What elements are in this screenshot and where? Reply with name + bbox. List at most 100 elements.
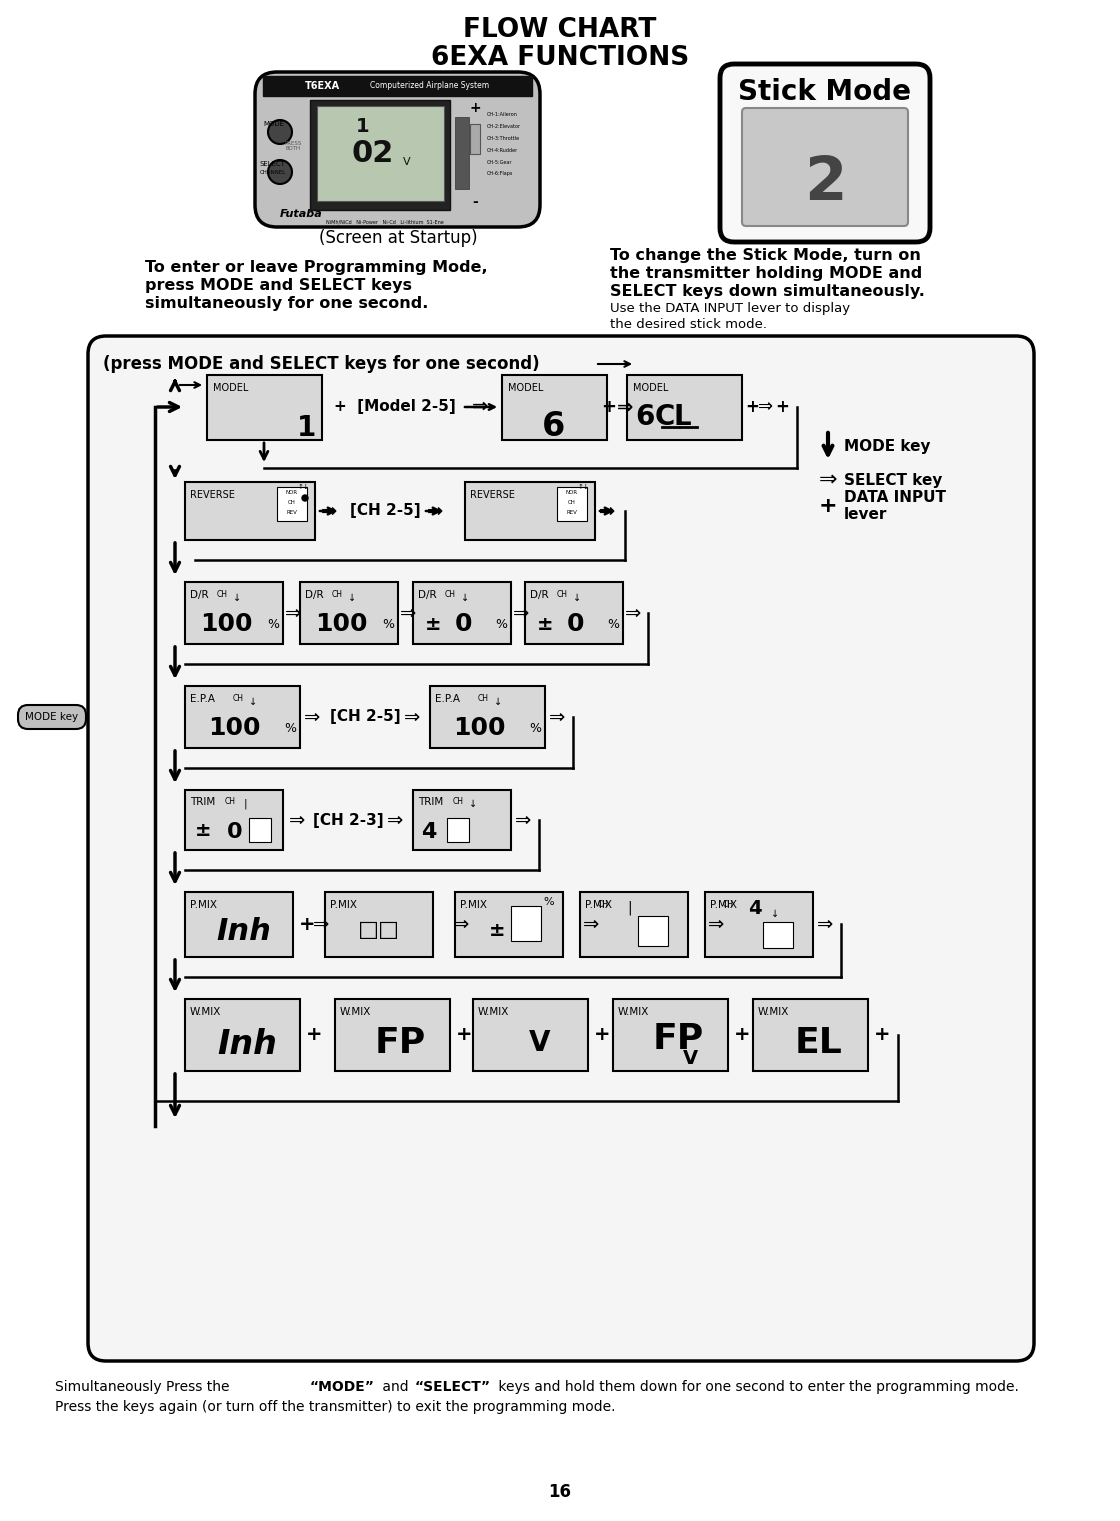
Text: the desired stick mode.: the desired stick mode. <box>610 318 767 332</box>
Text: Inh: Inh <box>217 1028 277 1062</box>
Text: ⇒: ⇒ <box>515 811 531 829</box>
Text: [CH 2-5]: [CH 2-5] <box>329 709 400 724</box>
Text: V: V <box>530 1030 551 1057</box>
Text: %: % <box>543 897 554 907</box>
Text: ⇒: ⇒ <box>427 502 444 520</box>
Text: MODE: MODE <box>263 122 284 126</box>
Text: 0: 0 <box>455 611 472 636</box>
Text: CH-2:Elevator: CH-2:Elevator <box>487 123 521 128</box>
Text: ⇒: ⇒ <box>582 914 599 934</box>
FancyBboxPatch shape <box>18 706 86 729</box>
Text: 02: 02 <box>352 140 394 169</box>
Bar <box>335 999 450 1071</box>
Text: the transmitter holding MODE and: the transmitter holding MODE and <box>610 266 922 281</box>
Text: Futaba: Futaba <box>280 208 323 219</box>
Text: V: V <box>682 1049 698 1068</box>
Text: 100: 100 <box>199 611 252 636</box>
Text: ⇒: ⇒ <box>320 502 337 520</box>
Text: Simultaneously Press the: Simultaneously Press the <box>55 1380 234 1395</box>
Text: ±: ± <box>195 820 212 840</box>
Text: 6: 6 <box>542 409 566 443</box>
Text: ⇒: ⇒ <box>404 707 420 727</box>
Bar <box>185 789 283 850</box>
Text: Press the keys again (or turn off the transmitter) to exit the programming mode.: Press the keys again (or turn off the tr… <box>55 1399 616 1415</box>
Text: +: + <box>306 1025 323 1045</box>
Text: keys and hold them down for one second to enter the programming mode.: keys and hold them down for one second t… <box>494 1380 1019 1395</box>
Text: MODEL: MODEL <box>633 383 669 392</box>
Text: DATA INPUT
lever: DATA INPUT lever <box>844 490 946 522</box>
Bar <box>317 106 444 201</box>
Text: [CH 2-5]: [CH 2-5] <box>349 503 420 519</box>
Text: 4: 4 <box>421 821 437 843</box>
Text: +: + <box>874 1025 890 1045</box>
Text: D/R: D/R <box>190 590 208 599</box>
Text: MODE key: MODE key <box>844 438 931 453</box>
Text: ⇒: ⇒ <box>386 811 403 829</box>
Text: ↑↓: ↑↓ <box>297 484 309 490</box>
Text: PRESS
BOTH: PRESS BOTH <box>284 140 301 152</box>
Text: MODEL: MODEL <box>213 383 249 392</box>
Text: 0: 0 <box>227 821 243 843</box>
Bar <box>207 376 323 440</box>
Text: FP: FP <box>652 1022 703 1056</box>
Text: CH-5:Gear: CH-5:Gear <box>487 160 513 164</box>
Bar <box>310 100 450 210</box>
Text: SELECT: SELECT <box>260 161 286 167</box>
Bar <box>325 891 433 957</box>
Text: 1: 1 <box>298 414 317 443</box>
Text: CH-4:Rudder: CH-4:Rudder <box>487 148 519 152</box>
Text: ⇒: ⇒ <box>708 914 725 934</box>
Text: P.MIX: P.MIX <box>585 900 612 910</box>
Text: “MODE”: “MODE” <box>310 1380 375 1395</box>
FancyBboxPatch shape <box>720 64 930 242</box>
Text: CH: CH <box>568 500 576 505</box>
Text: 4: 4 <box>748 899 762 917</box>
Text: MODEL: MODEL <box>508 383 543 392</box>
Text: ±: ± <box>424 614 441 634</box>
Text: +: + <box>601 399 616 417</box>
Bar <box>300 583 398 643</box>
Bar <box>511 907 541 941</box>
Text: CH: CH <box>332 590 343 599</box>
Text: FP: FP <box>374 1027 426 1060</box>
Text: CH: CH <box>233 694 244 703</box>
Text: ⇒: ⇒ <box>549 707 566 727</box>
Text: NiMh/NiCd   Ni-Power   Ni-Cd   Li-lithium  S1-Ene: NiMh/NiCd Ni-Power Ni-Cd Li-lithium S1-E… <box>326 219 444 225</box>
Text: +: + <box>734 1025 750 1045</box>
Text: ↓: ↓ <box>249 697 258 707</box>
Text: +: + <box>745 399 759 417</box>
Text: ↓: ↓ <box>771 910 780 919</box>
Text: P.MIX: P.MIX <box>460 900 487 910</box>
Bar <box>249 818 271 843</box>
Text: T6EXA: T6EXA <box>305 81 340 91</box>
Text: ⇒: ⇒ <box>625 604 641 622</box>
Text: (Screen at Startup): (Screen at Startup) <box>319 230 477 246</box>
FancyBboxPatch shape <box>741 108 908 227</box>
Text: CH: CH <box>217 590 228 599</box>
Text: CH: CH <box>225 797 236 806</box>
Circle shape <box>268 160 292 184</box>
Text: ⇒: ⇒ <box>513 604 529 622</box>
Text: SELECT keys down simultaneously.: SELECT keys down simultaneously. <box>610 284 925 300</box>
Text: simultaneously for one second.: simultaneously for one second. <box>144 297 428 310</box>
Text: EL: EL <box>794 1027 842 1060</box>
Text: ↓: ↓ <box>461 593 469 602</box>
Text: ⇒: ⇒ <box>758 399 774 417</box>
Bar <box>473 999 588 1071</box>
Bar <box>185 482 315 540</box>
Text: +: + <box>594 1025 610 1045</box>
Text: 16: 16 <box>549 1483 571 1501</box>
Text: E.P.A: E.P.A <box>190 694 215 704</box>
Text: |: | <box>627 900 633 916</box>
Bar <box>413 583 511 643</box>
Text: 1: 1 <box>356 117 370 137</box>
Text: ⇒: ⇒ <box>599 502 615 520</box>
Text: ⇒: ⇒ <box>304 707 320 727</box>
Text: W.MIX: W.MIX <box>340 1007 372 1018</box>
Bar <box>465 482 595 540</box>
Text: To enter or leave Programming Mode,: To enter or leave Programming Mode, <box>144 260 487 275</box>
Bar <box>263 76 532 96</box>
Text: (press MODE and SELECT keys for one second): (press MODE and SELECT keys for one seco… <box>103 354 540 373</box>
Circle shape <box>268 120 292 144</box>
Text: CH-3:Throttle: CH-3:Throttle <box>487 135 520 140</box>
